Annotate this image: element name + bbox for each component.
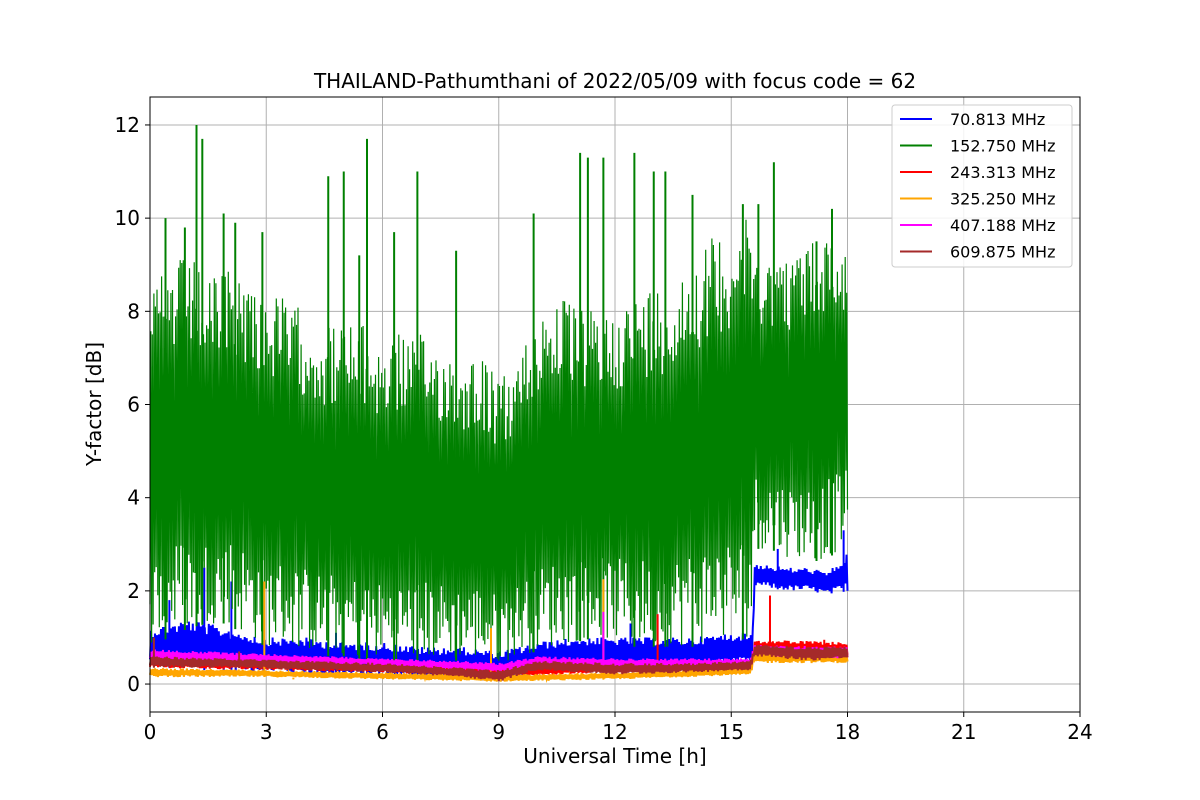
x-axis-label: Universal Time [h] — [523, 744, 706, 768]
y-tick-label: 8 — [127, 299, 140, 323]
x-tick-label: 15 — [719, 720, 744, 744]
legend-box — [891, 104, 1073, 268]
y-tick-label: 0 — [127, 672, 140, 696]
legend-label: 152.750 MHz — [950, 137, 1055, 156]
x-tick-label: 9 — [492, 720, 505, 744]
x-tick-label: 18 — [835, 720, 860, 744]
plot-data — [149, 124, 849, 684]
legend-label: 325.250 MHz — [950, 190, 1055, 209]
y-axis-label: Y-factor [dB] — [82, 342, 106, 467]
series-line — [149, 644, 849, 682]
x-tick-label: 21 — [951, 720, 976, 744]
chart-title: THAILAND-Pathumthani of 2022/05/09 with … — [313, 69, 916, 93]
legend-label: 609.875 MHz — [950, 243, 1055, 262]
y-tick-label: 6 — [127, 393, 140, 417]
x-tick-label: 12 — [602, 720, 627, 744]
series-5 — [149, 637, 849, 682]
x-tick-label: 24 — [1067, 720, 1092, 744]
legend: 70.813 MHz 152.750 MHz 243.313 MHz 325.250 … — [891, 104, 1073, 268]
x-tick-label: 6 — [376, 720, 389, 744]
series-1 — [149, 124, 849, 661]
y-tick-label: 12 — [115, 113, 140, 137]
y-tick-label: 2 — [127, 579, 140, 603]
legend-label: 70.813 MHz — [950, 110, 1045, 129]
x-tick-label: 0 — [144, 720, 157, 744]
x-axis: 0 3 6 9 12 15 18 21 24 — [144, 712, 1093, 744]
legend-label: 243.313 MHz — [950, 163, 1055, 182]
y-axis: 0 2 4 6 8 10 12 — [115, 113, 150, 696]
legend-label: 407.188 MHz — [950, 216, 1055, 235]
series-line — [149, 219, 849, 661]
y-tick-label: 10 — [115, 206, 140, 230]
x-tick-label: 3 — [260, 720, 273, 744]
y-tick-label: 4 — [127, 486, 140, 510]
